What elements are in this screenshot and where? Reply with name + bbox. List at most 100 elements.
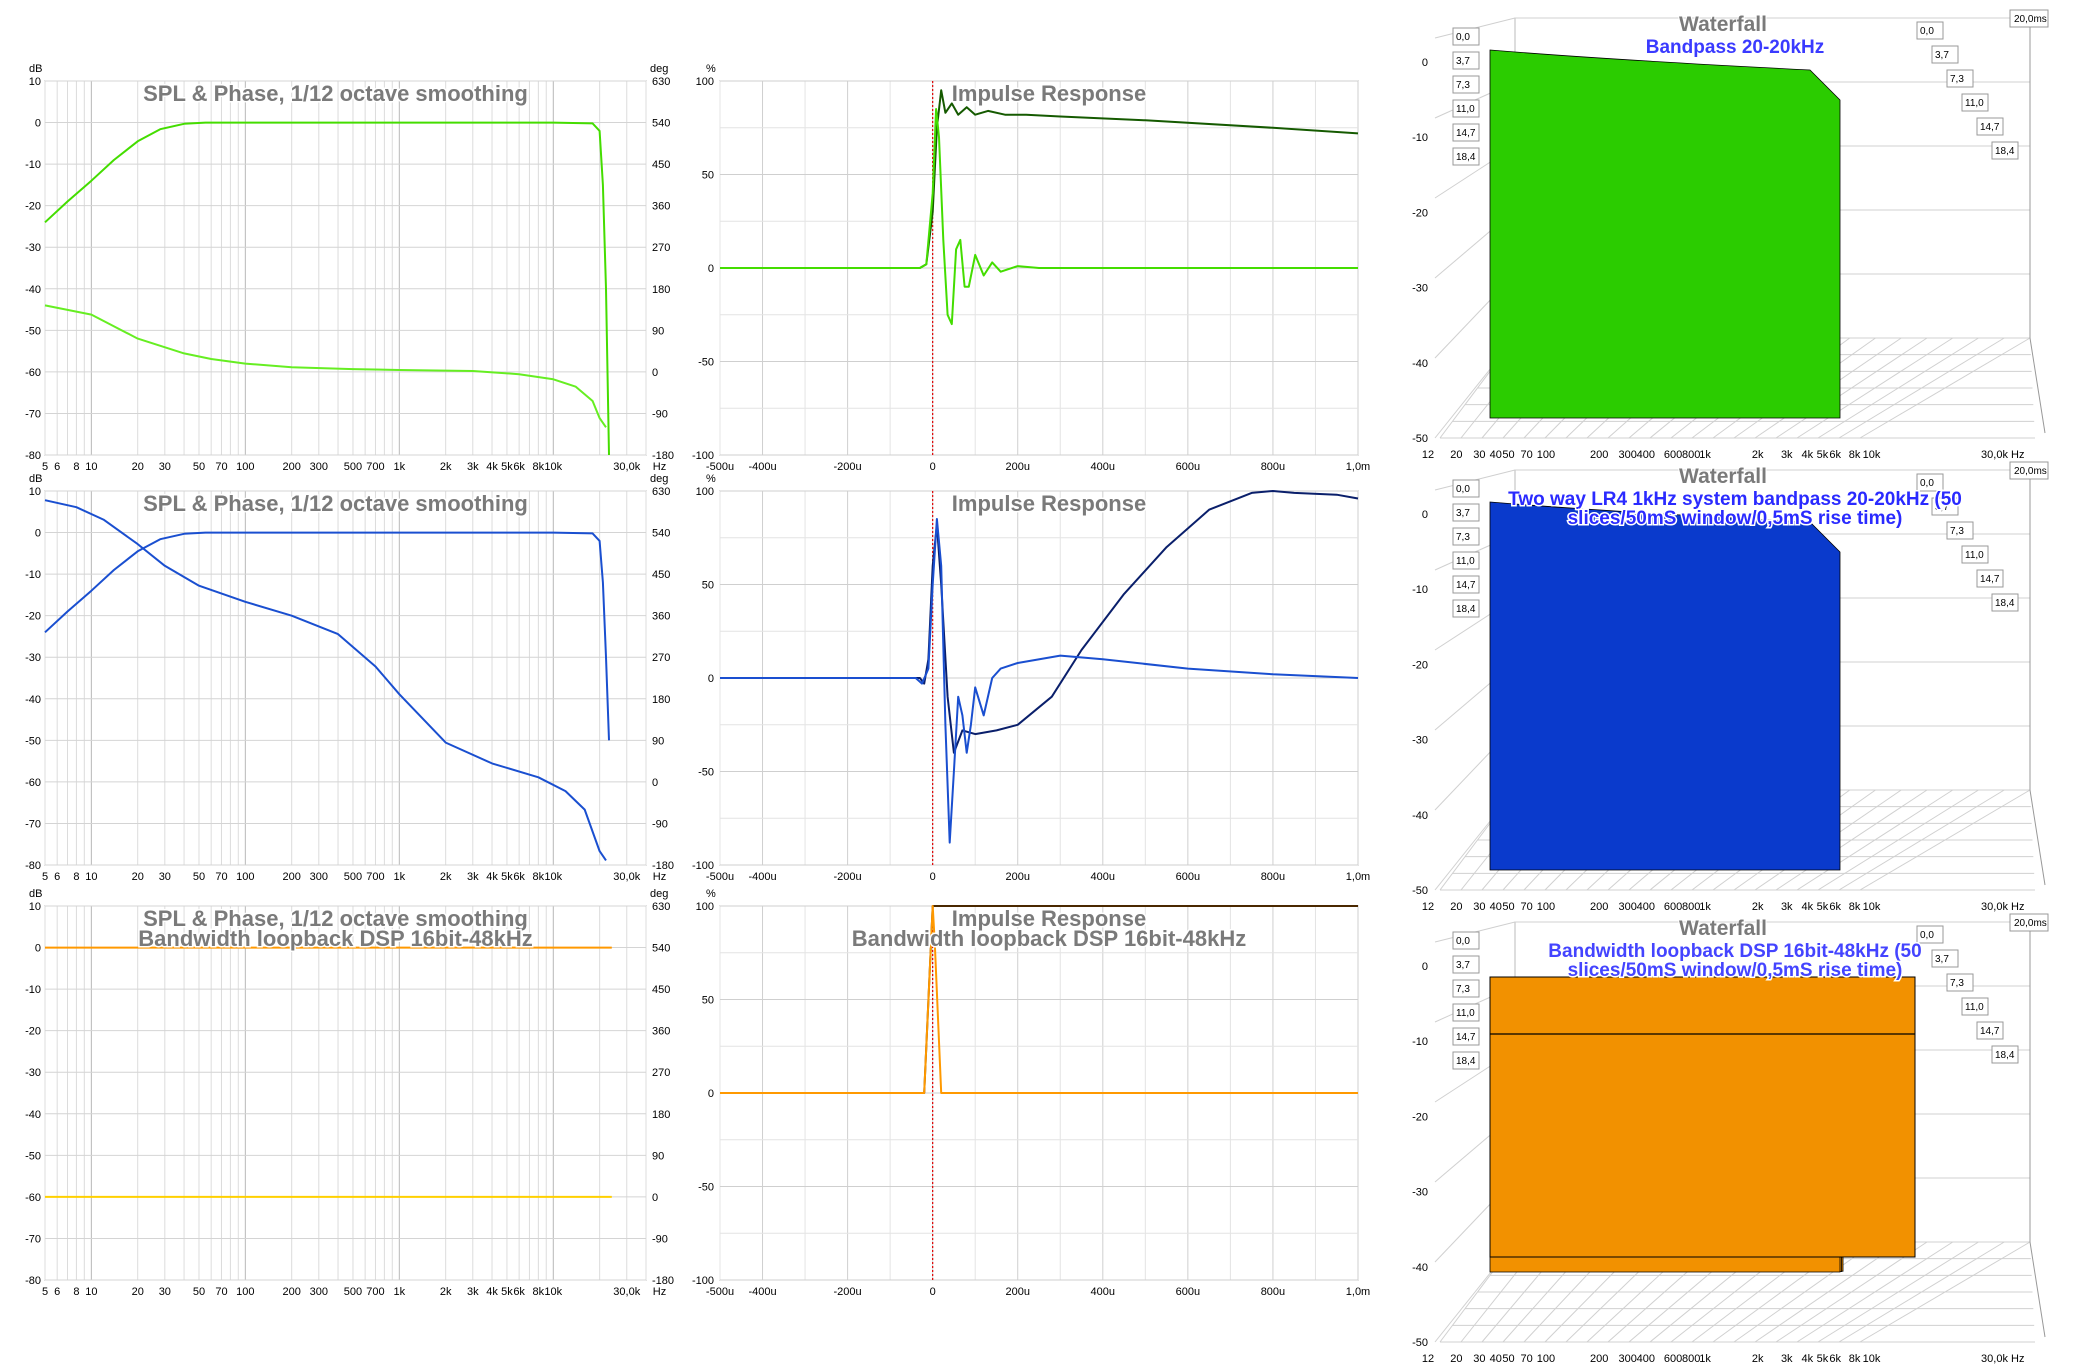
y-tick-label: 0 (1422, 57, 1428, 69)
time-axis-line (2029, 337, 2046, 434)
x-tick-label: 30,0k (613, 461, 640, 473)
y-tick-label: 100 (696, 76, 714, 88)
x-tick-label: 200 (283, 871, 301, 883)
x-tick-label: -200u (834, 461, 862, 473)
time-label-text: 18,4 (1995, 146, 2015, 157)
time-label-box (1931, 497, 1959, 516)
x-tick-label: 8k (1849, 449, 1861, 461)
y-tick-label: -70 (25, 408, 41, 420)
x-tick-label: -500u (706, 871, 734, 883)
y-tick-label: 0 (708, 673, 714, 685)
x-tick-label: 30 (1473, 901, 1485, 913)
x-tick-label: 3k (1781, 449, 1793, 461)
y-tick-label: -10 (25, 159, 41, 171)
time-label-text: 11,0 (1965, 1002, 1984, 1013)
y-tick-label: -60 (25, 1192, 41, 1204)
x-tick-label: 4k (486, 461, 498, 473)
x-tick-label: 30,0k Hz (1981, 901, 2024, 913)
x-tick-label: 200u (1005, 1286, 1029, 1298)
x-tick-label: 40 (1490, 1353, 1502, 1365)
time-label-text: 0,0 (1920, 478, 1934, 489)
time-label-text: 11,0 (1456, 1008, 1475, 1019)
x-tick-label: 12 (1422, 901, 1434, 913)
waterfall-slices (1489, 976, 1916, 1273)
x-tick-label: 40 (1490, 449, 1502, 461)
y-unit-label: dB (29, 473, 42, 485)
time-label-box (1916, 473, 1944, 492)
x-tick-label: 70 (1520, 449, 1532, 461)
y2-tick-label: 180 (652, 1109, 670, 1121)
x-tick-label: 800u (1261, 871, 1285, 883)
y-tick-label: 100 (696, 486, 714, 498)
time-label-box (1452, 123, 1480, 142)
y2-tick-label: -180 (652, 1275, 674, 1287)
x-tick-label: 6 (54, 1286, 60, 1298)
waterfall-slices (1489, 501, 1841, 871)
x-tick-label: 6k (1829, 901, 1841, 913)
time-label-box (1452, 527, 1480, 546)
y-tick-label: -70 (25, 818, 41, 830)
x-tick-label: 20 (1450, 449, 1462, 461)
y-tick-label: -50 (1412, 1337, 1428, 1349)
y-tick-label: -40 (1412, 810, 1428, 822)
series-line-0 (44, 121, 610, 456)
x-tick-label: 0 (930, 1286, 936, 1298)
impulse-chart-imp2: 100 50 0 -50 -100-500u -400u -200u 0 200u 400u 600… (692, 473, 1370, 883)
time-end-label: 20,0ms (2014, 918, 2047, 929)
y2-tick-label: -90 (652, 1233, 668, 1245)
waterfall-chart-wf2: 0 -10 -20 -30 -40 -50 12 20 30 40 50 70 100 200 300 400… (1412, 461, 2049, 913)
time-label-text: 0,0 (1456, 484, 1470, 495)
x-tick-label: 200u (1005, 461, 1029, 473)
x-tick-label: 5k (1817, 449, 1829, 461)
time-labels: 0,0 0,0 3,7 3,7 7,3 7,3 11,0 11,0 14,7 14,7 18,4 18… (1452, 461, 2049, 618)
x-tick-label: 70 (215, 871, 227, 883)
x-tick-label: 800u (1261, 461, 1285, 473)
x-tick-label: 1k (1699, 901, 1711, 913)
y-tick-label: -10 (1412, 1036, 1428, 1048)
time-label-box (1931, 949, 1959, 968)
x-tick-label: 30 (159, 1286, 171, 1298)
x-tick-label: -500u (706, 1286, 734, 1298)
y2-tick-label: -180 (652, 860, 674, 872)
x-tick-label: 400 (1637, 1353, 1655, 1365)
chart-title: SPL & Phase, 1/12 octave smoothing (143, 81, 528, 106)
x-tick-label: 300 (1618, 1353, 1636, 1365)
x-tick-label: 5k (501, 461, 513, 473)
time-label-text: 0,0 (1456, 936, 1470, 947)
time-label-box (1931, 45, 1959, 64)
time-label-text: 3,7 (1456, 508, 1470, 519)
y2-tick-label: -90 (652, 818, 668, 830)
waterfall-front-slice (1489, 976, 1916, 1258)
chart-subtitle: Bandpass 20-20kHz (1644, 36, 1825, 60)
x-tick-label: 600u (1176, 1286, 1200, 1298)
x-tick-label: 6k (1829, 449, 1841, 461)
x-tick-label: 100 (1537, 449, 1555, 461)
x-tick-label: 8k (533, 871, 545, 883)
x-unit-label: Hz (653, 461, 666, 473)
y-tick-label: -10 (25, 569, 41, 581)
time-label-box (1976, 117, 2004, 136)
x-tick-label: 500 (344, 461, 362, 473)
y-unit-label: dB (29, 63, 42, 75)
y-unit-label: dB (29, 888, 42, 900)
time-label-box (1946, 973, 1974, 992)
y-tick-label: -100 (692, 860, 714, 872)
x-tick-label: 3k (467, 1286, 479, 1298)
x-tick-label: 10k (544, 871, 562, 883)
x-tick-label: 5k (1817, 901, 1829, 913)
y-tick-label: 0 (35, 118, 41, 130)
x-tick-label: 2k (440, 871, 452, 883)
x-tick-label: 4k (486, 1286, 498, 1298)
x-tick-label: 30,0k (613, 1286, 640, 1298)
y-tick-label: 0 (708, 1088, 714, 1100)
time-label-text: 11,0 (1965, 550, 1984, 561)
x-tick-label: 20 (1450, 1353, 1462, 1365)
y2-tick-label: 630 (652, 901, 670, 913)
x-tick-label: 8 (73, 871, 79, 883)
x-tick-label: 70 (215, 461, 227, 473)
x-tick-label: 6k (513, 461, 525, 473)
y-tick-label: -10 (25, 984, 41, 996)
series-line-1 (44, 304, 607, 428)
x-tick-label: 700 (366, 871, 384, 883)
time-label-box (1452, 479, 1480, 498)
